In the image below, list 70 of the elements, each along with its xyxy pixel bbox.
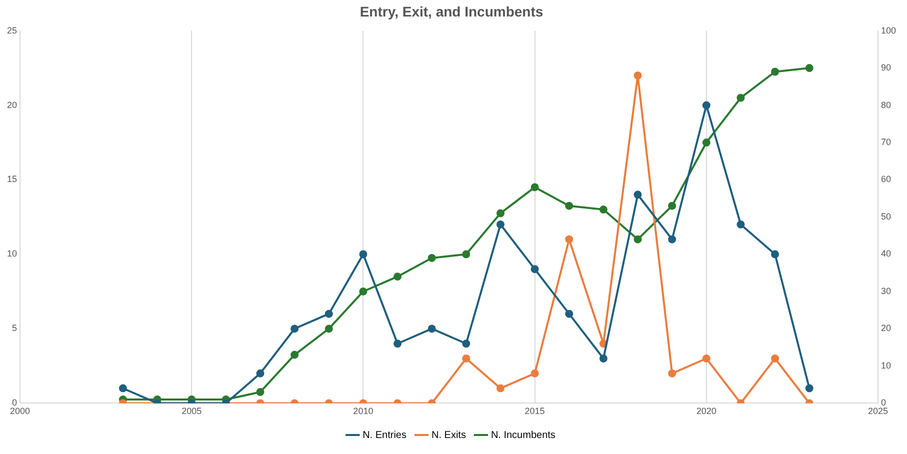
legend-label: N. Incumbents [490, 430, 556, 441]
point [771, 68, 780, 76]
y2-tick-label: 10 [880, 360, 891, 370]
y-tick-label: 15 [6, 174, 18, 184]
point [565, 310, 574, 318]
point [530, 369, 539, 378]
x-tick-label: 2010 [353, 406, 374, 416]
y2-tick-label: 30 [880, 286, 891, 296]
legend-label: N. Exits [431, 430, 466, 441]
point [565, 202, 574, 210]
point [530, 265, 539, 274]
x-tick-label: 2000 [10, 406, 30, 416]
x-tick-label: 2025 [868, 406, 888, 416]
point [394, 272, 402, 281]
y2-tick-label: 20 [880, 323, 891, 334]
point [290, 324, 299, 333]
point [530, 183, 539, 192]
y2-tick-label: 90 [880, 62, 891, 73]
point [462, 354, 470, 363]
y2-tick-label: 100 [880, 25, 896, 36]
point [702, 354, 710, 363]
point [668, 202, 676, 210]
y-tick-label: 5 [12, 323, 18, 334]
point [324, 310, 333, 318]
point [736, 94, 745, 102]
point [324, 324, 333, 333]
point [462, 340, 470, 348]
point [428, 254, 436, 262]
point [565, 235, 574, 244]
point [805, 64, 814, 72]
point [668, 369, 676, 378]
point [496, 209, 504, 218]
point [599, 354, 608, 363]
point [599, 206, 608, 214]
point [462, 250, 470, 258]
y-tick-label: 10 [6, 248, 18, 259]
y2-tick-label: 50 [880, 211, 891, 222]
y2-tick-label: 60 [880, 174, 891, 184]
point [634, 235, 642, 244]
point [290, 350, 299, 359]
point [805, 384, 814, 392]
x-tick-label: 2020 [696, 406, 716, 416]
point [394, 340, 402, 348]
chart-title: Entry, Exit, and Incumbents [360, 3, 544, 20]
point [496, 384, 504, 392]
y-tick-label: 25 [6, 25, 18, 36]
point [256, 388, 264, 396]
point [118, 384, 127, 392]
point [702, 138, 710, 147]
point [736, 220, 745, 228]
y2-tick-label: 40 [880, 248, 891, 259]
x-tick-label: 2015 [524, 406, 545, 416]
point [634, 190, 642, 199]
legend-label: N. Entries [362, 430, 406, 441]
y2-tick-label: 70 [880, 137, 891, 148]
point [256, 369, 264, 378]
point [771, 250, 780, 258]
x-tick-label: 2005 [182, 406, 202, 416]
point [428, 324, 436, 333]
point [359, 287, 368, 296]
point [702, 101, 710, 110]
point [359, 250, 368, 258]
y2-tick-label: 80 [880, 100, 891, 110]
point [771, 354, 780, 363]
y-tick-label: 0 [12, 398, 18, 408]
y-tick-label: 20 [6, 100, 18, 110]
point [668, 235, 676, 244]
point [634, 71, 642, 80]
y2-tick-label: 0 [880, 398, 886, 408]
point [496, 220, 504, 228]
